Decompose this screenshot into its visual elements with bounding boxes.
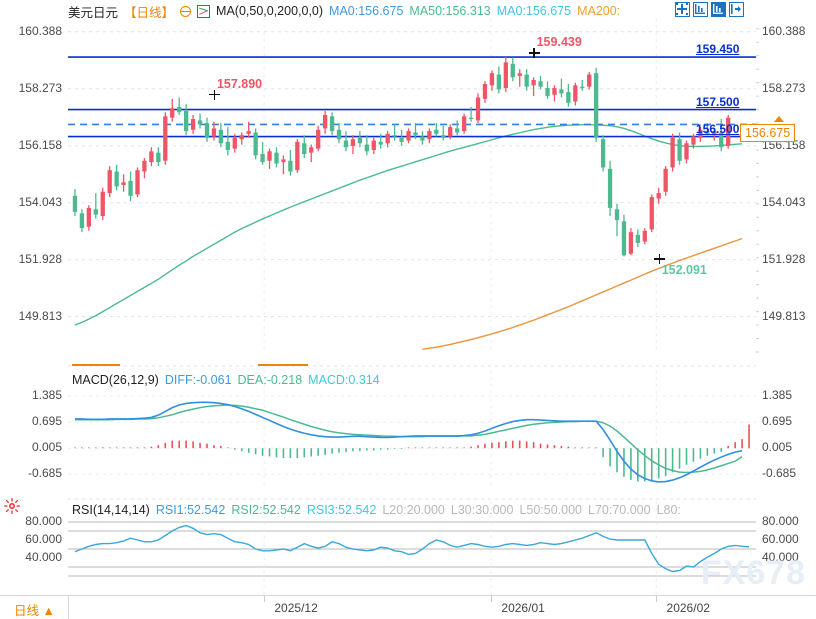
chart-expand-icon[interactable] [729, 2, 744, 17]
price-axis-left-tick: 151.928 [18, 251, 62, 266]
price-level-label-1: 157.500 [696, 94, 740, 109]
rsi-axis-left-tick: 80.000 [25, 514, 62, 528]
price-axis-right-tick: 151.928 [762, 251, 806, 266]
macd-value: MACD:0.314 [308, 373, 380, 387]
price-level-label-2: 156.500 [696, 121, 740, 136]
price-axis-right-tick: 160.388 [762, 23, 806, 38]
rsi-axis-right-tick: 40.000 [762, 550, 799, 564]
date-axis-label: 2025/12 [274, 601, 318, 615]
macd-diff-value: DIFF:-0.061 [164, 373, 232, 387]
annotation-marker-0 [208, 90, 220, 101]
rsi-axis-right-tick: 80.000 [762, 514, 799, 528]
timeframe-tab[interactable]: 日线 ▲ [14, 604, 55, 618]
sun-icon[interactable] [3, 497, 21, 515]
chart-toolbar [675, 2, 744, 17]
annotation-label-0: 157.890 [216, 77, 263, 92]
annotation-marker-2 [653, 254, 665, 265]
ma-value-3: MA200: [577, 4, 621, 18]
ma-title: MA(0,50,0,200,0,0) [216, 4, 324, 18]
rsi-title: RSI(14,14,14) [72, 503, 150, 517]
rsi-legend: RSI(14,14,14) RSI1:52.542 RSI2:52.542 RS… [72, 501, 681, 519]
price-chart-canvas [68, 18, 759, 353]
rsi-l50: L50:50.000 [519, 503, 583, 517]
date-axis-label: 2026/01 [501, 601, 545, 615]
current-price-tag: 156.675 [740, 123, 796, 142]
price-panel-legend: 美元日元 【日线】 MA(0,50,0,200,0,0) MA0:156.675… [68, 2, 620, 20]
macd-panel[interactable]: MACD(26,12,9) DIFF:-0.061 DEA:-0.218 MAC… [0, 360, 816, 495]
symbol-period: 【日线】 [124, 5, 175, 20]
macd-axis-left-tick: 0.005 [31, 440, 62, 455]
rsi-chart-canvas [68, 498, 756, 595]
rsi3-value: RSI3:52.542 [306, 503, 377, 517]
date-axis-label: 2026/02 [666, 601, 710, 615]
circle-minus-icon[interactable] [180, 5, 192, 17]
footer-divider [68, 596, 69, 619]
ma-value-0: MA0:156.675 [329, 4, 404, 18]
date-tick [264, 596, 266, 602]
date-tick [656, 596, 658, 602]
date-tick [491, 596, 493, 602]
price-axis-left-tick: 158.273 [18, 80, 62, 95]
annotation-label-2: 152.091 [661, 263, 707, 278]
annotation-marker-1 [528, 48, 540, 59]
rsi-axis-right-tick: 60.000 [762, 532, 799, 546]
macd-legend: MACD(26,12,9) DIFF:-0.061 DEA:-0.218 MAC… [72, 371, 380, 389]
macd-axis-right-tick: 1.385 [762, 388, 793, 403]
price-panel[interactable] [0, 0, 816, 360]
rsi-l70: L70:70.000 [588, 503, 651, 517]
price-axis-left-tick: 160.388 [18, 23, 62, 38]
price-axis-left-tick: 154.043 [18, 194, 62, 209]
price-axis-left-tick: 156.158 [18, 137, 62, 152]
macd-axis-left-tick: 0.695 [31, 414, 62, 429]
chart-scale-icon[interactable] [693, 2, 708, 17]
macd-axis-right-tick: -0.685 [762, 466, 797, 481]
macd-title: MACD(26,12,9) [72, 373, 159, 387]
rsi1-value: RSI1:52.542 [155, 503, 226, 517]
rsi-l20: L20:20.000 [382, 503, 445, 517]
ma-indicator-icon[interactable] [197, 4, 211, 18]
macd-axis-left-tick: -0.685 [27, 466, 62, 481]
chart-fit-icon[interactable] [711, 2, 726, 17]
price-axis-right-tick: 149.813 [762, 308, 806, 323]
price-axis-left-tick: 149.813 [18, 308, 62, 323]
footer-bar: 日线 ▲ 2025/12 2026/01 2026/02 [0, 595, 816, 619]
rsi-panel[interactable]: RSI(14,14,14) RSI1:52.542 RSI2:52.542 RS… [0, 495, 816, 595]
ma-value-1: MA50:156.313 [409, 4, 491, 18]
crosshair-icon[interactable] [675, 2, 690, 17]
macd-axis-right-tick: 0.005 [762, 440, 793, 455]
macd-dea-value: DEA:-0.218 [237, 373, 303, 387]
macd-axis-right-tick: 0.695 [762, 414, 793, 429]
current-price-arrow [774, 115, 784, 122]
rsi-axis-left-tick: 60.000 [25, 532, 62, 546]
macd-chart-canvas [68, 364, 756, 488]
price-level-label-0: 159.450 [696, 42, 740, 57]
macd-axis-left-tick: 1.385 [31, 388, 62, 403]
price-axis-right-tick: 158.273 [762, 80, 806, 95]
rsi-l80: L80: [656, 503, 681, 517]
annotation-label-1: 159.439 [536, 35, 582, 50]
price-axis-right-tick: 154.043 [762, 194, 806, 209]
rsi2-value: RSI2:52.542 [231, 503, 301, 517]
rsi-l30: L30:30.000 [450, 503, 514, 517]
ma-value-2: MA0:156.675 [496, 4, 572, 18]
symbol-name: 美元日元 [68, 5, 119, 20]
rsi-axis-left-tick: 40.000 [25, 550, 62, 564]
